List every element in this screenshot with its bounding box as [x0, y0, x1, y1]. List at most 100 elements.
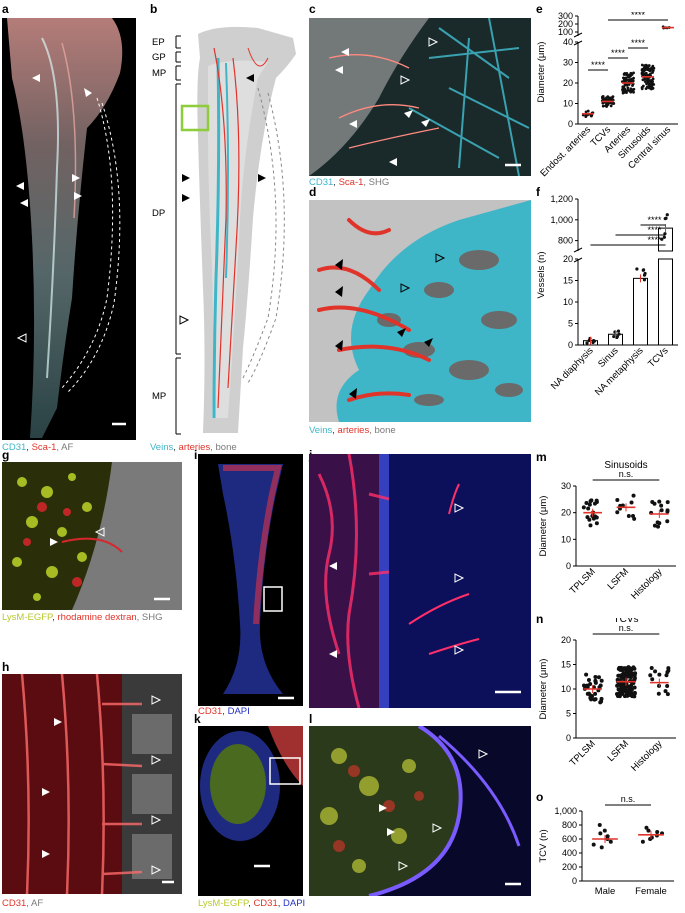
- panel-letter-b: b: [150, 2, 158, 16]
- data-point: [626, 514, 631, 519]
- y-tick-label: 20: [563, 254, 573, 264]
- panel-letter-k: k: [194, 712, 201, 726]
- y-tick-label: 800: [558, 236, 573, 246]
- data-point: [593, 697, 598, 702]
- data-point: [644, 68, 648, 71]
- data-point: [632, 76, 635, 80]
- y-axis-label: Diameter (μm): [538, 496, 549, 557]
- data-point: [663, 232, 667, 236]
- data-point: [651, 86, 655, 90]
- arrow-icon: [421, 119, 430, 127]
- data-point: [641, 268, 646, 272]
- y-tick-label: 10: [563, 297, 573, 307]
- data-point: [662, 235, 666, 239]
- x-tick-label: Endost. arteries: [538, 124, 593, 179]
- data-point: [628, 667, 633, 672]
- data-point: [655, 520, 660, 525]
- data-point: [599, 845, 604, 850]
- data-point: [607, 96, 611, 100]
- y-tick-label: 10: [563, 99, 573, 109]
- data-point: [645, 82, 648, 86]
- axis-break-mark: [573, 257, 583, 263]
- data-point: [664, 673, 669, 678]
- significance-label: ****: [631, 12, 646, 20]
- panel-k-image: [198, 726, 303, 896]
- data-point: [581, 683, 586, 688]
- data-point: [632, 516, 637, 521]
- data-point: [652, 523, 657, 528]
- arrowhead-icon: [329, 562, 337, 570]
- data-point: [655, 830, 660, 834]
- caption-k: LysM-EGFP, CD31, DAPI: [198, 898, 306, 909]
- data-point: [601, 104, 605, 108]
- significance-label: ****: [591, 60, 606, 70]
- data-point: [628, 78, 632, 82]
- open-arrowhead-icon: [16, 333, 27, 343]
- data-point: [631, 79, 635, 83]
- data-point: [584, 672, 589, 677]
- data-point: [623, 72, 627, 76]
- arrow-icon: [404, 110, 413, 118]
- arrowhead-icon: [50, 538, 58, 546]
- y-tick-label: 0: [572, 876, 577, 886]
- data-point: [584, 110, 588, 114]
- data-point: [632, 685, 637, 690]
- data-point: [587, 502, 592, 507]
- caption-i: CD31, DAPI: [198, 706, 250, 717]
- data-point: [649, 665, 654, 670]
- data-point: [632, 90, 635, 94]
- y-tick-label: 0: [566, 561, 571, 571]
- region-label-dp: DP: [152, 208, 166, 219]
- y-tick-label: 800: [562, 820, 577, 830]
- data-point: [584, 500, 589, 505]
- data-point: [615, 510, 620, 515]
- data-point: [608, 839, 613, 844]
- data-point: [623, 91, 626, 94]
- arrow-icon: [424, 338, 433, 347]
- significance-label: ****: [647, 235, 662, 245]
- significance-label: ****: [611, 48, 626, 58]
- caption-b: Veins, arteries, bone: [150, 442, 237, 453]
- y-tick-label: 40: [563, 37, 573, 47]
- data-point: [589, 697, 594, 702]
- data-point: [629, 72, 633, 76]
- open-arrowhead-icon: [400, 75, 411, 85]
- data-point: [585, 683, 590, 688]
- y-tick-label: 5: [568, 319, 573, 329]
- chart-title: Sinusoids: [604, 460, 647, 471]
- arrowhead-icon: [335, 340, 343, 351]
- y-axis-label: Diameter (μm): [536, 42, 547, 103]
- data-point: [588, 523, 593, 528]
- arrowhead-icon: [74, 192, 82, 200]
- y-tick-label: 30: [563, 58, 573, 68]
- data-point: [632, 71, 635, 75]
- data-point: [624, 683, 629, 688]
- caption-g: LysM-EGFP, rhodamine dextran, SHG: [2, 612, 163, 623]
- data-point: [652, 501, 657, 506]
- panel-b-schematic: EP GP MP DP MP: [148, 18, 303, 440]
- data-point: [632, 87, 636, 91]
- data-point: [615, 498, 620, 503]
- data-point: [641, 70, 645, 74]
- data-point: [657, 672, 662, 677]
- open-arrowhead-icon: [454, 503, 465, 513]
- data-point: [615, 334, 619, 339]
- data-point: [581, 505, 586, 510]
- data-point: [664, 216, 668, 220]
- data-point: [612, 334, 616, 339]
- y-tick-label: 15: [563, 276, 573, 286]
- data-point: [657, 499, 662, 504]
- data-point: [665, 500, 670, 505]
- caption-d: Veins, arteries, bone: [309, 425, 396, 436]
- panel-letter-i: i: [194, 448, 198, 462]
- region-label-mp-distal: MP: [152, 391, 167, 402]
- data-point: [621, 667, 626, 672]
- data-point: [620, 675, 625, 680]
- panel-c-image: [309, 17, 531, 177]
- data-point: [593, 678, 598, 683]
- data-point: [598, 700, 603, 705]
- y-tick-label: 200: [562, 862, 577, 872]
- data-point: [618, 667, 623, 672]
- open-arrowhead-icon: [179, 315, 190, 325]
